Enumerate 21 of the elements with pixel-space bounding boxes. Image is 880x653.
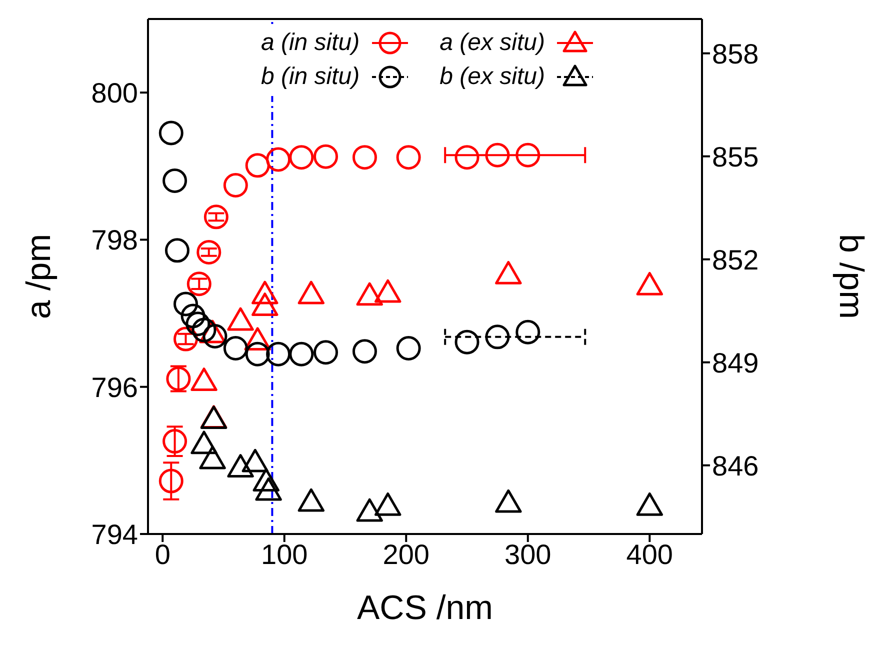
legend-label: b (in situ) — [260, 63, 360, 91]
x-tick-label: 300 — [504, 538, 552, 570]
y-tick-label: 798 — [91, 224, 138, 256]
x-tick-label: 100 — [261, 538, 308, 570]
y2-tick-label: 858 — [712, 38, 759, 70]
x-tick-label: 400 — [626, 538, 674, 570]
y2-tick-label: 846 — [712, 450, 759, 482]
y-tick-label: 796 — [91, 372, 138, 403]
y2-tick-label: 855 — [712, 141, 759, 172]
x-tick-label: 0 — [154, 538, 170, 570]
legend-label: a (ex situ) — [440, 29, 546, 57]
legend-label: b (ex situ) — [440, 63, 546, 91]
y2-tick-label: 852 — [712, 244, 759, 276]
y-tick-label: 794 — [91, 518, 138, 550]
y-tick-label: 800 — [91, 78, 138, 109]
x-tick-label: 200 — [382, 538, 430, 570]
legend-label: a (in situ) — [260, 29, 360, 57]
y2-tick-label: 849 — [712, 347, 759, 378]
y-axis-title: a /pm — [20, 234, 58, 320]
y2-axis-title: b /pm — [832, 234, 870, 320]
x-axis-title: ACS /nm — [356, 589, 494, 627]
